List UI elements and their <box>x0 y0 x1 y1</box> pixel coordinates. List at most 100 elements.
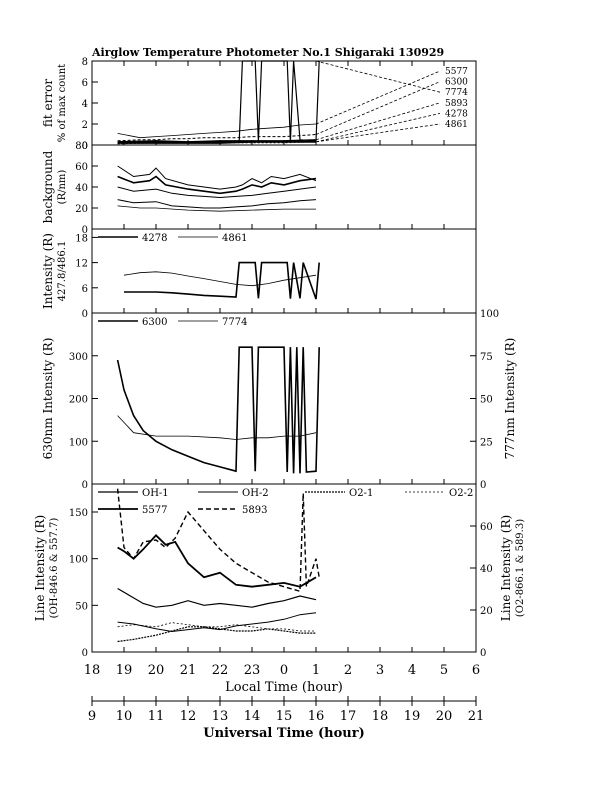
legend-entry: 4278 <box>142 233 167 244</box>
legend-entry: 6300 <box>445 78 468 88</box>
legend-leader <box>315 60 441 93</box>
y-right-tick-label: 0 <box>480 480 486 491</box>
y-axis-label: Line Intensity (R) <box>33 515 47 621</box>
x-tick-label-local: 20 <box>148 663 165 678</box>
series-line-intensity-6300-7774-6300 <box>116 346 320 474</box>
x-tick-label-ut: 21 <box>468 709 485 724</box>
y-tick-label: 150 <box>69 508 88 519</box>
legend-entry: 4861 <box>445 120 468 130</box>
y-tick-label: 40 <box>75 183 88 194</box>
y-tick-label: 0 <box>82 480 88 491</box>
y-axis-label: background <box>41 150 55 223</box>
y-right-axis-label: 777nm Intensity (R) <box>503 338 517 460</box>
y-tick-label: 2 <box>82 120 88 131</box>
x-tick-label-ut: 11 <box>148 709 165 724</box>
panel-line-intensity <box>91 483 477 653</box>
y-right-tick-label: 50 <box>480 395 493 406</box>
x-tick-label-local: 3 <box>376 663 384 678</box>
legend-entry: 4278 <box>445 109 468 119</box>
legend-entry: 5577 <box>142 505 167 516</box>
x-tick-label-local: 1 <box>312 663 320 678</box>
y-axis-label: fit error <box>41 79 55 127</box>
legend-leader <box>315 70 441 125</box>
y-axis-label: 427.8/486.1 <box>57 241 68 302</box>
series-line-background-e <box>117 205 316 212</box>
x-tick-label-local: 18 <box>84 663 101 678</box>
y-tick-label: 300 <box>69 352 88 363</box>
panel-intensity-6300-7774 <box>91 312 477 485</box>
y-right-tick-label: 100 <box>480 309 499 320</box>
y-right-axis-label: Line Intensity (R) <box>499 515 513 621</box>
legend-entry: OH-1 <box>142 488 169 499</box>
x-tick-label-local: 19 <box>116 663 133 678</box>
panel-frame <box>91 60 477 146</box>
x-tick-label-local: 0 <box>280 663 288 678</box>
panel-background <box>91 144 477 230</box>
legend-entry: 7774 <box>445 88 468 98</box>
y-tick-label: 100 <box>69 437 88 448</box>
y-axis-label: Intensity (R) <box>41 233 55 309</box>
x-tick-label-ut: 19 <box>404 709 421 724</box>
x-tick-label-ut: 18 <box>372 709 389 724</box>
x-axis-label-ut: Universal Time (hour) <box>203 726 365 741</box>
y-tick-label: 6 <box>82 284 88 295</box>
chart-title: Airglow Temperature Photometer No.1 Shig… <box>91 46 444 59</box>
x-tick-label-ut: 12 <box>180 709 197 724</box>
y-tick-label: 60 <box>75 162 88 173</box>
y-tick-label: 0 <box>82 225 88 236</box>
legend-entry: OH-2 <box>242 488 269 499</box>
x-tick-label-local: 23 <box>244 663 261 678</box>
x-tick-label-ut: 9 <box>88 709 96 724</box>
series-line-intensity-6300-7774-7774 <box>117 415 317 440</box>
legend-entry: O2-2 <box>449 488 473 499</box>
x-tick-label-ut: 15 <box>276 709 293 724</box>
legend-leader <box>315 102 441 141</box>
x-tick-label-ut: 17 <box>340 709 357 724</box>
legend-leader <box>315 123 441 143</box>
series-line-line-intensity-O2-1 <box>117 626 316 643</box>
legend-entry: 5893 <box>242 505 267 516</box>
y-tick-label: 0 <box>82 309 88 320</box>
y-tick-label: 80 <box>75 141 88 152</box>
y-tick-label: 6 <box>82 78 88 89</box>
panel-fit-error <box>91 60 477 146</box>
y-tick-label: 8 <box>82 57 88 68</box>
y-right-tick-label: 25 <box>480 437 493 448</box>
legend-entry: 7774 <box>222 317 247 328</box>
series-line-line-intensity-OH-1 <box>117 587 317 608</box>
x-tick-label-ut: 14 <box>244 709 261 724</box>
y-right-tick-label: 0 <box>480 648 486 659</box>
series-line-line-intensity-5893 <box>116 488 320 593</box>
x-tick-label-local: 4 <box>408 663 416 678</box>
legend-entry: 4861 <box>222 233 247 244</box>
series-line-background-a <box>117 165 317 190</box>
y-tick-label: 4 <box>82 99 88 110</box>
series-line-intensity-4278-4861-4861 <box>123 271 317 287</box>
x-tick-label-local: 6 <box>472 663 480 678</box>
x-tick-label-ut: 13 <box>212 709 229 724</box>
y-tick-label: 20 <box>75 204 88 215</box>
y-tick-label: 0 <box>82 141 88 152</box>
legend-leader <box>315 113 441 143</box>
series-line-fit-error-6300 <box>117 134 317 142</box>
y-tick-label: 12 <box>75 259 88 270</box>
y-right-tick-label: 40 <box>480 564 493 575</box>
series-line-intensity-4278-4861-4278 <box>124 261 320 300</box>
y-axis-label: 630nm Intensity (R) <box>41 338 55 460</box>
series-line-background-c <box>117 186 317 199</box>
x-tick-label-local: 2 <box>344 663 352 678</box>
x-tick-label-local: 21 <box>180 663 197 678</box>
y-right-tick-label: 60 <box>480 522 493 533</box>
y-tick-label: 18 <box>75 233 88 244</box>
legend-leader <box>315 81 441 135</box>
series-line-fit-error-4278 <box>117 140 316 144</box>
y-right-tick-label: 20 <box>480 606 493 617</box>
panel-frame <box>91 312 477 485</box>
y-axis-label: % of max count <box>57 64 68 142</box>
x-tick-label-local: 22 <box>212 663 229 678</box>
y-right-axis-label: (O2-866.1 & 589.3) <box>515 519 526 617</box>
y-tick-label: 200 <box>69 395 88 406</box>
series-line-fit-error-7774 <box>117 60 320 144</box>
y-axis-label: (OH-846.6 & 557.7) <box>49 518 60 619</box>
x-tick-label-local: 5 <box>440 663 448 678</box>
